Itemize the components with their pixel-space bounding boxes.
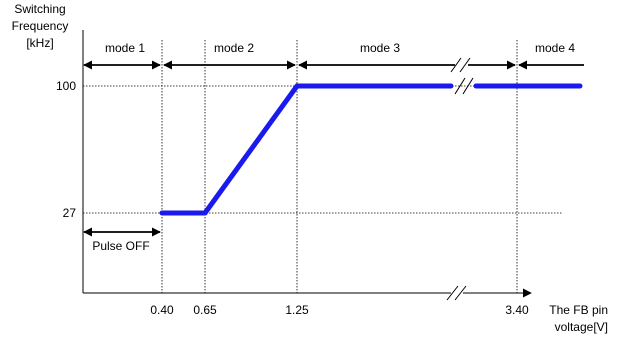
series-break-mark-1: [454, 77, 466, 95]
mode-4-label: mode 4: [535, 41, 575, 55]
series-layer: [159, 77, 583, 216]
series-break-mark-2: [462, 77, 474, 95]
y-tick-label-100: 100: [56, 79, 76, 93]
mode-3-label: mode 3: [360, 41, 400, 55]
mode-1-label: mode 1: [105, 41, 145, 55]
y-axis-title-line-3: [kHz]: [26, 36, 53, 50]
mode-2-label: mode 2: [214, 41, 254, 55]
x-tick-label-1.25: 1.25: [285, 303, 309, 317]
y-axis-title-line-1: Switching: [14, 2, 65, 16]
x-tick-label-0.65: 0.65: [193, 303, 217, 317]
x-axis-break-mark-1: [446, 285, 459, 301]
x-axis-title-line-2: voltage[V]: [555, 320, 608, 334]
x-axis-title-line-1: The FB pin: [549, 303, 608, 317]
y-axis-title-line-2: Frequency: [12, 19, 69, 33]
mode-3-break-mark-2: [459, 57, 471, 73]
x-tick-label-3.40: 3.40: [505, 303, 529, 317]
y-tick-label-27: 27: [63, 206, 77, 220]
series-segment-ramp: [202, 83, 300, 216]
mode-3-break-mark-1: [450, 57, 462, 73]
x-tick-label-0.40: 0.40: [150, 303, 174, 317]
x-axis-break-mark-2: [454, 285, 467, 301]
pulse-off-label: Pulse OFF: [92, 239, 149, 253]
